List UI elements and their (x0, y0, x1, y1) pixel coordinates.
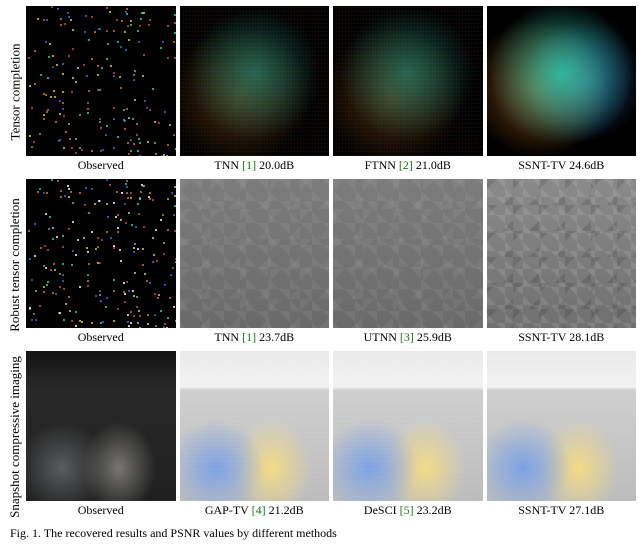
caption-citation: [2] (399, 158, 413, 172)
caption-psnr: 23.7dB (256, 330, 294, 344)
caption-method: UTNN (364, 330, 400, 344)
result-cell: TNN [1] 20.0dB (180, 6, 330, 179)
result-cell: TNN [1] 23.7dB (180, 179, 330, 352)
caption-citation: [4] (252, 503, 266, 517)
caption-psnr: 21.2dB (266, 503, 304, 517)
caption-citation: [5] (400, 503, 414, 517)
grid-row: Snapshot compressive imaging Observed GAP-… (4, 351, 636, 524)
result-thumbnail (487, 179, 637, 329)
figure-caption: Fig. 1. The recovered results and PSNR v… (4, 524, 636, 547)
grid-row: Robust tensor completion Observed TNN [1] … (4, 179, 636, 352)
row-label: Tensor completion (4, 6, 26, 179)
caption-method: FTNN (365, 158, 399, 172)
caption-method: SSNT-TV (518, 330, 566, 344)
result-thumbnail (26, 179, 176, 329)
row-cells: Observed TNN [1] 23.7dB UTNN [3] 25.9dB SSN… (26, 179, 636, 352)
caption-psnr: 20.0dB (256, 158, 294, 172)
caption-citation: [1] (242, 330, 256, 344)
result-caption: SSNT-TV 28.1dB (518, 330, 604, 345)
caption-method: DeSCI (364, 503, 400, 517)
result-caption: SSNT-TV 27.1dB (518, 503, 604, 518)
result-cell: Observed (26, 179, 176, 352)
result-caption: DeSCI [5] 23.2dB (364, 503, 452, 518)
row-cells: Observed TNN [1] 20.0dB FTNN [2] 21.0dB SSN… (26, 6, 636, 179)
caption-psnr: 24.6dB (566, 158, 604, 172)
figure: Tensor completion Observed TNN [1] 20.0dB F… (0, 0, 640, 547)
result-thumbnail (487, 351, 637, 501)
results-grid: Tensor completion Observed TNN [1] 20.0dB F… (4, 6, 636, 524)
caption-method: GAP-TV (205, 503, 252, 517)
result-caption: GAP-TV [4] 21.2dB (205, 503, 304, 518)
caption-psnr: 27.1dB (566, 503, 604, 517)
row-label: Snapshot compressive imaging (4, 351, 26, 524)
row-cells: Observed GAP-TV [4] 21.2dB DeSCI [5] 23.2d… (26, 351, 636, 524)
result-caption: Observed (78, 158, 124, 173)
result-cell: SSNT-TV 28.1dB (487, 179, 637, 352)
result-caption: Observed (78, 503, 124, 518)
caption-psnr: 25.9dB (414, 330, 452, 344)
result-cell: GAP-TV [4] 21.2dB (180, 351, 330, 524)
result-thumbnail (180, 351, 330, 501)
caption-method: TNN (214, 158, 242, 172)
result-caption: FTNN [2] 21.0dB (365, 158, 451, 173)
result-thumbnail (180, 179, 330, 329)
caption-citation: [1] (242, 158, 256, 172)
caption-method: Observed (78, 158, 124, 172)
result-cell: SSNT-TV 27.1dB (487, 351, 637, 524)
result-cell: SSNT-TV 24.6dB (487, 6, 637, 179)
row-label-text: Snapshot compressive imaging (7, 356, 23, 518)
result-cell: Observed (26, 351, 176, 524)
caption-psnr: 23.2dB (414, 503, 452, 517)
result-caption: Observed (78, 330, 124, 345)
result-thumbnail (487, 6, 637, 156)
result-thumbnail (333, 179, 483, 329)
result-cell: Observed (26, 6, 176, 179)
result-caption: SSNT-TV 24.6dB (518, 158, 604, 173)
caption-psnr: 21.0dB (413, 158, 451, 172)
result-caption: TNN [1] 23.7dB (214, 330, 294, 345)
row-label-text: Robust tensor completion (7, 198, 23, 332)
caption-psnr: 28.1dB (566, 330, 604, 344)
result-thumbnail (26, 6, 176, 156)
result-cell: UTNN [3] 25.9dB (333, 179, 483, 352)
caption-method: Observed (78, 503, 124, 517)
row-label-text: Tensor completion (7, 44, 23, 141)
result-thumbnail (180, 6, 330, 156)
caption-method: SSNT-TV (518, 158, 566, 172)
result-thumbnail (333, 351, 483, 501)
caption-method: SSNT-TV (518, 503, 566, 517)
grid-row: Tensor completion Observed TNN [1] 20.0dB F… (4, 6, 636, 179)
result-caption: UTNN [3] 25.9dB (364, 330, 452, 345)
caption-method: Observed (78, 330, 124, 344)
result-cell: DeSCI [5] 23.2dB (333, 351, 483, 524)
result-thumbnail (333, 6, 483, 156)
caption-citation: [3] (400, 330, 414, 344)
caption-method: TNN (214, 330, 242, 344)
result-caption: TNN [1] 20.0dB (214, 158, 294, 173)
result-cell: FTNN [2] 21.0dB (333, 6, 483, 179)
result-thumbnail (26, 351, 176, 501)
row-label: Robust tensor completion (4, 179, 26, 352)
